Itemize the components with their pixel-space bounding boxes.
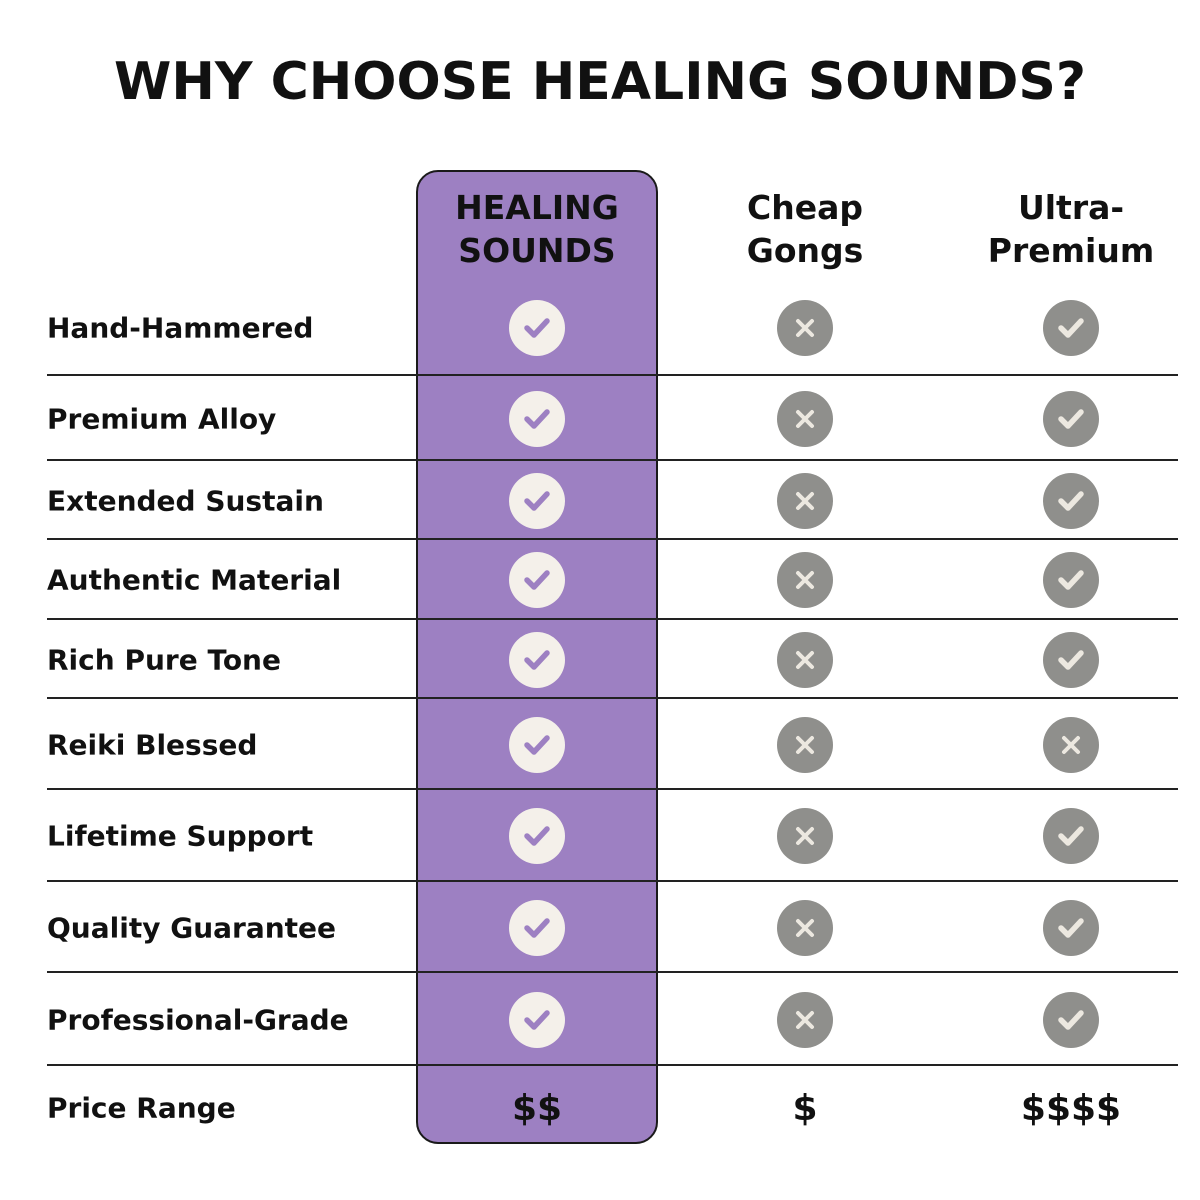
row-label: Price Range [47,1091,236,1125]
row-label: Extended Sustain [47,484,324,517]
check-icon [509,552,565,608]
table-row: Extended Sustain [47,459,1178,540]
x-icon [777,472,833,529]
x-icon [777,631,833,688]
column-header-line: HEALING [455,188,619,227]
page-title: WHY CHOOSE HEALING SOUNDS? [113,52,1087,112]
row-label: Rich Pure Tone [47,643,281,676]
comparison-cell [775,806,835,866]
check-icon [509,390,565,447]
comparison-cell [775,298,835,358]
comparison-cell [775,389,835,449]
x-icon [777,390,833,447]
x-icon [777,300,833,356]
check-icon [509,716,565,773]
x-icon [777,552,833,608]
row-label: Professional-Grade [47,1003,349,1036]
column-header-ultra-premium: Ultra- Premium [941,186,1200,272]
check-icon [509,631,565,688]
check-icon [509,899,565,956]
column-header-line: Cheap [747,188,863,227]
row-label: Reiki Blessed [47,728,258,761]
comparison-cell [1041,990,1101,1050]
comparison-cell [507,471,567,531]
check-icon [509,472,565,529]
x-icon [1043,716,1099,773]
table-row: Rich Pure Tone [47,618,1178,699]
check-icon [509,808,565,864]
comparison-cell [507,550,567,610]
comparison-cell [775,550,835,610]
check-icon [1043,552,1099,608]
comparison-cell [507,990,567,1050]
price-row: Price Range $$ $ $$$$ [47,1064,1178,1150]
comparison-cell [775,471,835,531]
row-label: Hand-Hammered [47,311,314,345]
check-icon [1043,991,1099,1048]
comparison-cell [1041,715,1101,775]
comparison-cell [1041,389,1101,449]
check-icon [1043,472,1099,529]
column-header-line: Premium [987,231,1155,270]
comparison-cell [507,298,567,358]
price-value: $ [792,1087,818,1129]
column-header-line: Ultra- [1017,188,1125,227]
column-header-line: SOUNDS [458,231,616,270]
row-label: Lifetime Support [47,819,314,853]
comparison-cell [1041,806,1101,866]
comparison-cell [507,898,567,958]
check-icon [509,991,565,1048]
check-icon [1043,300,1099,356]
table-row: Authentic Material [47,538,1178,620]
price-value: $$$$ [1020,1087,1122,1129]
comparison-cell [507,389,567,449]
comparison-cell [507,806,567,866]
comparison-cell [775,630,835,690]
x-icon [777,808,833,864]
row-label: Premium Alloy [47,402,277,435]
comparison-cell [1041,630,1101,690]
comparison-cell [775,715,835,775]
column-header-line: Gongs [746,231,864,270]
column-header-healing-sounds: HEALING SOUNDS [407,186,667,272]
comparison-cell [775,898,835,958]
comparison-cell [1041,550,1101,610]
check-icon [1043,899,1099,956]
comparison-cell [507,715,567,775]
comparison-cell [507,630,567,690]
table-row: Reiki Blessed [47,697,1178,790]
comparison-cell [775,990,835,1050]
comparison-cell [1041,898,1101,958]
check-icon [1043,631,1099,688]
check-icon [509,300,565,356]
column-header-cheap-gongs: Cheap Gongs [675,186,935,272]
table-row: Hand-Hammered [47,282,1178,374]
check-icon [1043,808,1099,864]
table-row: Quality Guarantee [47,880,1178,973]
table-row: Premium Alloy [47,374,1178,461]
comparison-cell [1041,471,1101,531]
x-icon [777,899,833,956]
row-label: Authentic Material [47,563,342,597]
table-row: Lifetime Support [47,788,1178,882]
x-icon [777,716,833,773]
x-icon [777,991,833,1048]
comparison-cell [1041,298,1101,358]
table-row: Professional-Grade [47,971,1178,1066]
row-label: Quality Guarantee [47,911,337,944]
check-icon [1043,390,1099,447]
price-value: $$ [511,1087,563,1129]
